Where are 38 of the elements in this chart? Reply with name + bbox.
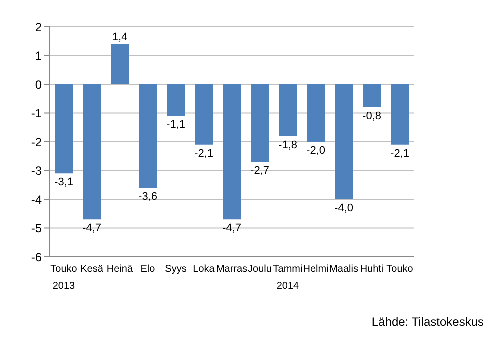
data-label: -1,8 <box>278 139 298 152</box>
x-tick-label: Elo <box>140 264 156 276</box>
x-tick-label: Heinä <box>106 264 134 276</box>
data-label: -1,1 <box>166 119 186 132</box>
x-tick-label: Huhti <box>360 264 384 276</box>
y-tick-label: -4 <box>31 192 42 207</box>
data-label: -3,1 <box>54 176 74 189</box>
y-tick-label: -5 <box>31 222 42 236</box>
data-label: -2,7 <box>250 165 270 178</box>
text: Lähde: Tilastokeskus <box>372 315 484 329</box>
x-tick-label: Tammi <box>273 264 303 276</box>
x-tick-label: Touko <box>386 264 414 276</box>
data-label: -2,1 <box>194 148 214 160</box>
text: 2014 <box>276 281 300 292</box>
y-tick-label: -1 <box>31 106 42 121</box>
data-label: -4,7 <box>222 222 242 235</box>
data-label: 1,4 <box>112 31 128 44</box>
x-tick-label: Helmi <box>303 264 329 276</box>
data-label: -0,8 <box>362 110 382 122</box>
y-tick-label: -3 <box>31 164 42 178</box>
data-label: -2,1 <box>390 148 410 160</box>
x-tick-label: Touko <box>50 264 78 276</box>
x-tick-label: Loka <box>193 264 216 276</box>
y-tick-label: -2 <box>31 135 42 150</box>
text: 2013 <box>52 281 76 292</box>
y-tick-label: 2 <box>35 20 42 34</box>
x-tick-label: Joulu <box>248 264 272 276</box>
data-label: -4,7 <box>82 222 102 235</box>
data-label: -2,0 <box>306 145 326 157</box>
y-tick-label: -6 <box>31 250 42 264</box>
data-label: -3,6 <box>138 191 158 203</box>
x-tick-label: Syys <box>165 264 187 276</box>
x-tick-label: Marras <box>216 264 248 276</box>
x-tick-label: Kesä <box>80 264 104 276</box>
y-tick-label: 1 <box>35 49 42 64</box>
data-label: -4,0 <box>334 202 354 214</box>
x-tick-label: Maalis <box>330 264 358 276</box>
y-tick-label: 0 <box>35 78 42 92</box>
